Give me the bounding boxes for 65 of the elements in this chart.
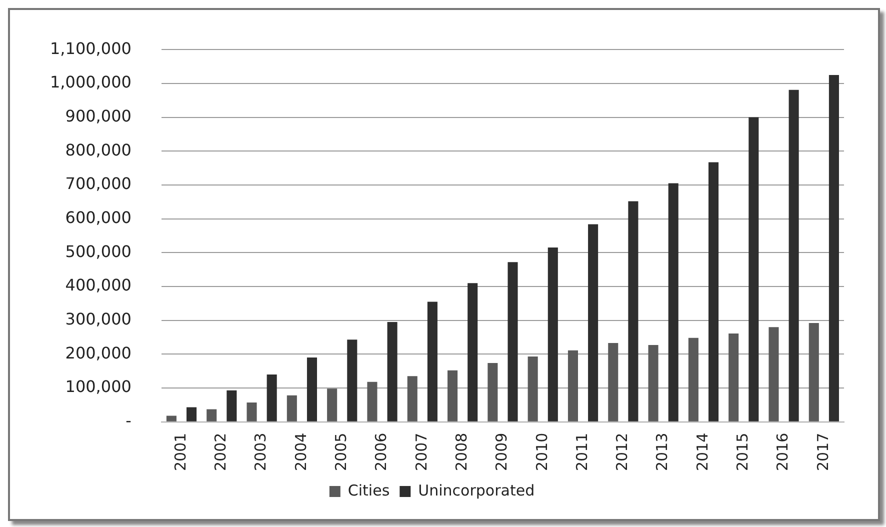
bar [448,370,458,422]
y-tick-label: - [126,410,132,430]
legend-label: Unincorporated [418,481,535,500]
bar [166,416,176,422]
bar [608,342,618,422]
bar [528,356,538,422]
bar [206,409,217,422]
bar [306,358,318,422]
bar [266,374,277,422]
bar [407,376,418,422]
x-tick-label: 2005 [332,432,350,472]
x-tick-label: 2012 [613,432,632,472]
bar [186,407,197,422]
x-tick-label: 2007 [412,432,430,472]
x-tick-label: 2003 [252,432,270,472]
bar [648,345,658,422]
y-tick-label: 200,000 [65,343,132,362]
x-tick-label: 2006 [372,432,390,472]
bar [286,395,297,422]
bar [708,162,719,422]
x-tick-label: 2002 [212,432,230,472]
bar [808,323,819,422]
y-tick-label: 1,100,000 [50,38,132,58]
bar [788,90,799,422]
x-tick-label: 2008 [452,432,470,472]
bar [347,340,358,422]
y-tick-label: 100,000 [65,377,132,396]
bar [568,350,578,422]
legend-label: Cities [348,481,390,500]
bar [508,262,518,422]
y-tick-label: 500,000 [65,242,132,261]
bar [768,327,779,422]
y-tick-label: 900,000 [65,106,132,126]
bar [246,402,257,422]
bar [387,322,398,422]
bar [488,362,498,422]
bar [588,224,598,422]
x-tick-label: 2010 [532,432,551,472]
bar [427,302,438,422]
x-tick-label: 2009 [492,432,511,472]
x-tick-label: 2011 [572,432,591,472]
x-tick-label: 2015 [734,432,752,472]
bar [688,338,698,422]
y-tick-label: 1,000,000 [50,72,132,92]
bar [548,248,558,422]
y-tick-label: 300,000 [65,309,132,328]
bar [327,388,338,422]
x-tick-label: 2004 [292,432,310,472]
x-tick-label: 2017 [814,432,832,472]
bar [226,390,237,422]
bar [367,382,378,422]
bar [668,183,678,422]
x-tick-label: 2001 [171,432,190,472]
bar [748,117,759,422]
bar [628,201,638,422]
x-tick-label: 2013 [653,432,672,472]
y-tick-label: 700,000 [65,174,132,194]
bar [468,283,478,422]
bar [728,334,739,422]
bar [828,74,839,422]
y-tick-label: 600,000 [65,208,132,227]
y-tick-label: 400,000 [65,276,132,295]
x-tick-label: 2014 [693,432,712,472]
x-tick-label: 2016 [774,432,792,472]
y-tick-label: 800,000 [65,140,132,160]
